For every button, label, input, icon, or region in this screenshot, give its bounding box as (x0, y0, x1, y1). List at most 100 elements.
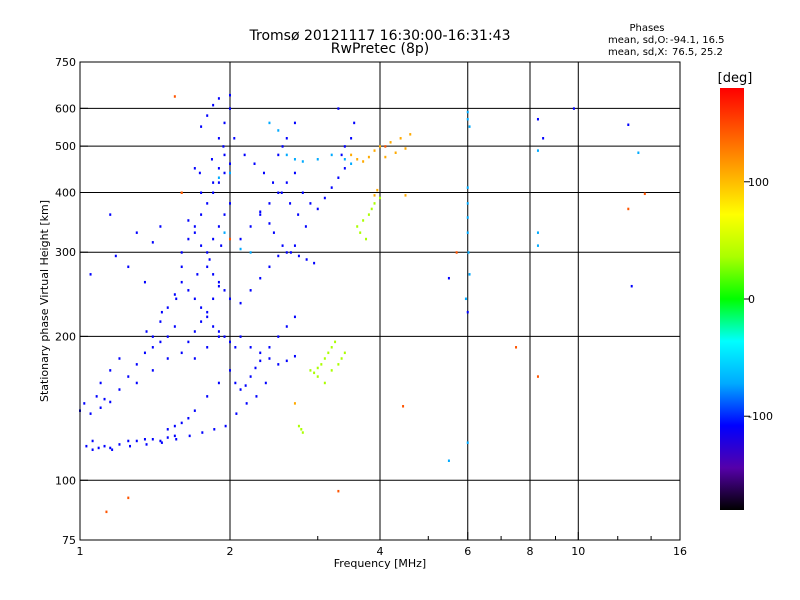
data-point (353, 121, 356, 125)
data-point (350, 137, 353, 140)
data-points (79, 93, 646, 514)
x-tick-label: 2 (227, 545, 234, 558)
data-point (289, 251, 292, 254)
data-point (259, 213, 262, 216)
data-point (264, 381, 267, 385)
data-point (404, 194, 407, 197)
data-point (468, 125, 471, 128)
data-point (229, 297, 231, 301)
data-point (293, 244, 296, 247)
data-point (301, 191, 304, 194)
y-tick-label: 200 (55, 330, 76, 343)
data-point (223, 335, 226, 338)
data-point (466, 110, 469, 114)
data-point (365, 237, 368, 241)
data-point (229, 171, 231, 175)
data-point (350, 153, 353, 157)
data-point (379, 196, 381, 200)
data-point (159, 340, 162, 344)
stats-x-label: mean, sd,X: (608, 47, 668, 58)
data-point (464, 297, 467, 301)
data-point (129, 444, 132, 448)
data-point (268, 222, 271, 225)
data-point (99, 381, 102, 385)
data-point (297, 424, 300, 428)
data-point (305, 258, 308, 261)
data-point (175, 437, 178, 441)
data-point (255, 395, 258, 398)
data-point (217, 176, 220, 179)
data-point (105, 510, 108, 514)
data-point (373, 194, 376, 197)
data-point (91, 439, 94, 443)
y-tick-label: 750 (55, 56, 76, 69)
data-point (193, 225, 196, 228)
data-point (316, 207, 319, 211)
data-point (224, 424, 227, 428)
data-point (229, 202, 231, 205)
data-point (293, 171, 296, 175)
data-point (145, 443, 148, 446)
data-point (193, 167, 196, 170)
data-point (337, 107, 340, 110)
data-point (316, 158, 319, 161)
data-point (127, 265, 130, 269)
stats-header: Phases (629, 23, 664, 34)
data-point (166, 306, 169, 309)
data-point (99, 406, 102, 409)
x-tick-label: 1 (77, 545, 84, 558)
data-point (229, 340, 231, 344)
colorbar-title: [deg] (718, 71, 753, 86)
data-point (239, 388, 242, 391)
stats-o-label: mean, sd,O: (608, 35, 669, 46)
axis-ticks: 1 2 4 6 8 10 16 75 100 200 300 400 500 600 750 (55, 56, 687, 558)
data-point (193, 297, 196, 301)
data-point (223, 231, 226, 234)
data-point (200, 320, 203, 323)
data-point (118, 388, 121, 391)
y-tick-label: 75 (62, 534, 76, 547)
data-point (285, 251, 288, 254)
data-point (309, 202, 312, 205)
stats-o-values: -94.1, 16.5 (670, 35, 725, 46)
data-point (223, 153, 226, 157)
data-point (143, 351, 146, 355)
data-point (180, 421, 183, 425)
data-point (200, 191, 203, 194)
data-point (213, 428, 216, 431)
data-point (340, 357, 343, 360)
data-point (343, 351, 346, 355)
data-point (206, 265, 209, 269)
data-point (173, 293, 176, 296)
data-point (201, 431, 204, 434)
data-point (180, 191, 183, 194)
data-point (277, 153, 280, 157)
data-point (334, 340, 337, 344)
data-point (447, 276, 450, 280)
data-point (293, 354, 296, 358)
chart-title: Tromsø 20121117 16:30:00-16:31:43 (249, 28, 511, 44)
data-point (193, 330, 196, 333)
chart-subtitle: RwPretec (8p) (331, 41, 429, 57)
colorbar-tick-label: 100 (748, 176, 769, 189)
data-point (245, 402, 248, 405)
data-point (109, 446, 112, 450)
data-point (234, 346, 237, 349)
data-point (151, 241, 154, 244)
x-axis-label: Frequency [MHz] (334, 557, 426, 570)
data-point (343, 145, 346, 148)
data-point (277, 191, 280, 194)
data-point (83, 402, 86, 405)
data-point (212, 237, 215, 241)
data-point (301, 160, 304, 163)
data-point (109, 213, 112, 216)
data-point (206, 395, 209, 398)
data-point (239, 237, 242, 241)
data-point (212, 191, 215, 194)
data-point (330, 369, 333, 372)
data-point (285, 137, 288, 140)
data-point (515, 346, 518, 349)
data-point (222, 145, 225, 148)
data-point (217, 381, 220, 385)
data-point (323, 381, 326, 385)
